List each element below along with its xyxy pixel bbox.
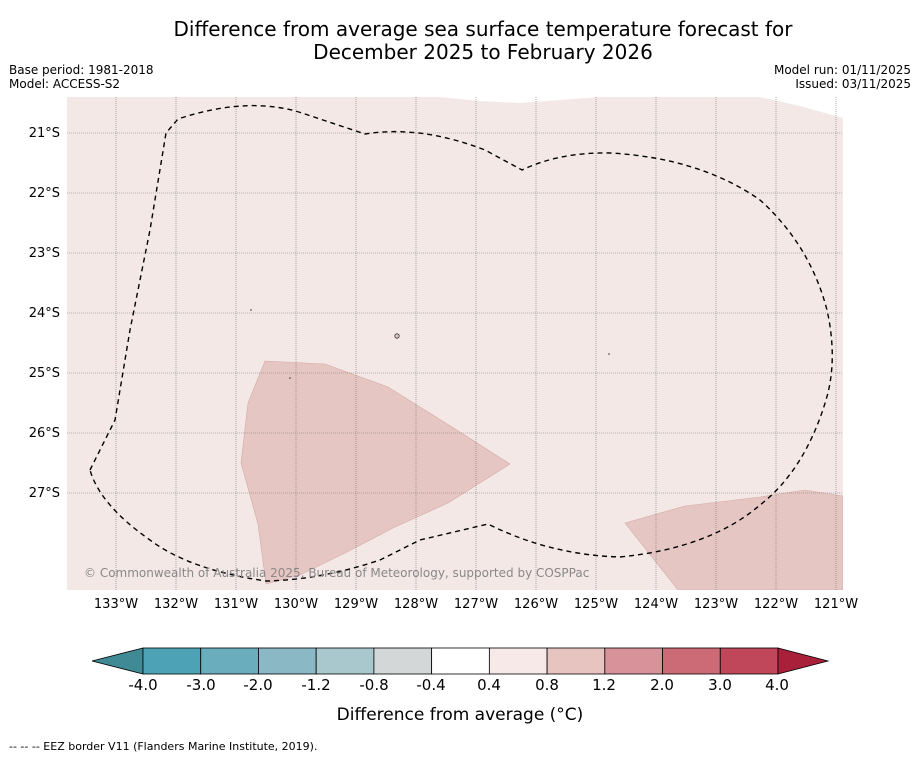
meta-left: Base period: 1981-2018 Model: ACCESS-S2 [9,63,154,91]
colorbar [91,647,830,675]
colorbar-over-arrow [777,647,830,675]
colorbar-tick-label: -0.8 [359,676,389,694]
map-title: Difference from average sea surface temp… [100,18,866,64]
lon-label: 125°W [573,597,619,612]
colorbar-tick-label: -4.0 [128,676,158,694]
colorbar-tick-label: -0.4 [416,676,446,694]
colorbar-segment [546,647,606,675]
lat-label: 25°S [28,366,60,381]
colorbar-tick-label: 3.0 [708,676,732,694]
colorbar-title: Difference from average (°C) [336,705,584,725]
island-marker [289,377,291,379]
lon-label: 129°W [333,597,379,612]
graticule [67,97,843,590]
lat-label: 21°S [28,126,60,141]
eez-border [89,104,833,582]
colorbar-segment [604,647,663,675]
lon-label: 128°W [393,597,439,612]
lon-label: 122°W [753,597,799,612]
title-line-1: Difference from average sea surface temp… [173,17,793,41]
model-name: Model: ACCESS-S2 [9,77,121,91]
island-marker [394,333,400,339]
colorbar-segment [719,647,779,675]
lon-label: 132°W [153,597,199,612]
colorbar-tick-label: 0.8 [535,676,559,694]
colorbar-under-arrow [91,647,144,675]
colorbar-tick-label: 2.0 [650,676,674,694]
eez-legend-footnote: -- -- -- EEZ border V11 (Flanders Marine… [9,740,318,753]
lat-label: 27°S [28,486,60,501]
colorbar-tick-label: -3.0 [186,676,216,694]
base-period: Base period: 1981-2018 [9,63,154,77]
colorbar-segment [258,647,317,675]
lon-label: 127°W [453,597,499,612]
colorbar-segment [142,647,202,675]
lon-label: 131°W [213,597,259,612]
colorbar-segment [315,647,375,675]
warm-anomaly-patch-southeast [624,489,843,590]
lat-label: 26°S [28,426,60,441]
colorbar-tick-label: 0.4 [477,676,501,694]
model-run: Model run: 01/11/2025 [773,63,911,77]
colorbar-segment [488,647,548,675]
lat-label: 24°S [28,306,60,321]
lat-label: 22°S [28,186,60,201]
colorbar-tick-label: 1.2 [592,676,616,694]
colorbar-segment [373,647,433,675]
copyright-text: © Commonwealth of Australia 2025, Bureau… [84,566,589,580]
colorbar-segment [662,647,721,675]
island-marker [250,309,252,311]
colorbar-segment [431,647,490,675]
lon-label: 124°W [633,597,679,612]
warm-anomaly-patch-west [240,360,511,585]
island-marker [608,353,610,355]
lat-label: 23°S [28,246,60,261]
lon-label: 123°W [693,597,739,612]
map-area: © Commonwealth of Australia 2025, Bureau… [67,97,843,590]
colorbar-tick-label: -2.0 [243,676,273,694]
meta-right: Model run: 01/11/2025 Issued: 03/11/2025 [774,63,911,91]
title-line-2: December 2025 to February 2026 [313,40,653,64]
issued-date: Issued: 03/11/2025 [795,77,911,91]
colorbar-segments [142,647,779,675]
colorbar-segment [200,647,259,675]
lon-label: 121°W [813,597,859,612]
lon-label: 126°W [513,597,559,612]
colorbar-tick-label: 4.0 [765,676,789,694]
lon-label: 133°W [93,597,139,612]
lon-label: 130°W [273,597,319,612]
colorbar-tick-label: -1.2 [301,676,331,694]
